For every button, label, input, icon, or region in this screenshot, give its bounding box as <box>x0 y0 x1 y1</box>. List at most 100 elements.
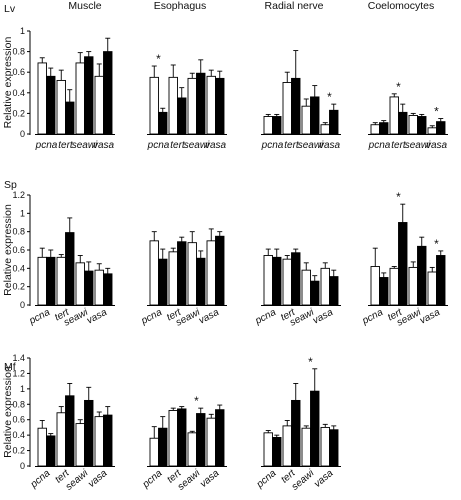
category-label: vasa <box>312 468 336 490</box>
bar-filled <box>158 427 168 467</box>
bar-open <box>427 127 437 135</box>
category-label: pcna <box>261 140 284 151</box>
category-label: seawi <box>72 140 98 151</box>
significance-star: * <box>396 190 401 204</box>
bar-filled <box>272 116 282 135</box>
category-label: pcna <box>28 468 53 491</box>
bar-open <box>282 82 292 135</box>
category-label: vasa <box>319 140 341 151</box>
category-label: pcna <box>139 307 165 328</box>
bar-open <box>282 258 292 306</box>
bar-filled <box>158 111 168 135</box>
category-label: pcna <box>253 307 279 328</box>
tissue-title-3: Coelomocytes <box>368 0 435 12</box>
y-tick-label-Lv: 0.2 <box>12 108 25 118</box>
category-label: seawi <box>184 140 210 151</box>
bar-open <box>168 410 178 467</box>
bar-open <box>168 76 178 135</box>
y-tick-label-Sp: 0.8 <box>12 227 25 237</box>
category-label: pcna <box>140 468 165 491</box>
category-label: vasa <box>197 307 221 327</box>
bar-open <box>56 412 66 467</box>
bar-filled <box>291 252 301 306</box>
bar-filled <box>310 280 320 306</box>
category-label: vasa <box>86 468 110 490</box>
bar-open <box>56 256 66 306</box>
bar-open <box>301 427 311 467</box>
bar-open <box>149 76 159 135</box>
bar-filled <box>103 273 113 306</box>
category-label: vasa <box>85 307 109 327</box>
bar-filled <box>215 409 225 467</box>
bar-filled <box>177 241 187 306</box>
bar-filled <box>84 399 94 467</box>
bar-open <box>370 266 380 306</box>
y-axis-title-Lv: Relative expression <box>2 37 14 129</box>
bar-filled <box>310 390 320 467</box>
bar-filled <box>436 255 446 306</box>
bar-open <box>320 267 330 306</box>
bar-filled <box>177 408 187 467</box>
y-tick-label-Lv: 0.6 <box>12 67 25 77</box>
bar-open <box>301 105 311 135</box>
tissue-title-1: Esophagus <box>154 0 207 12</box>
y-axis-title-Mf: Relative expression <box>2 366 14 458</box>
bar-open <box>75 62 85 135</box>
bar-filled <box>84 56 94 135</box>
y-tick-label-Sp: 0.6 <box>12 245 25 255</box>
y-tick-label-Sp: 0 <box>20 300 25 310</box>
bar-open <box>94 75 104 135</box>
bar-open <box>320 124 330 135</box>
bar-open <box>37 427 47 467</box>
bar-open <box>187 77 197 135</box>
bar-filled <box>46 435 56 467</box>
bar-filled <box>417 245 427 306</box>
bar-open <box>282 425 292 467</box>
bar-filled <box>379 122 389 135</box>
bar-open <box>206 417 216 467</box>
bar-open <box>301 269 311 306</box>
y-tick-label-Mf: 0.2 <box>12 446 25 456</box>
category-label: pcna <box>27 307 53 328</box>
category-label: pcna <box>368 140 391 151</box>
panel-label-Lv: Lv <box>4 3 16 15</box>
significance-star: * <box>434 105 439 119</box>
bar-open <box>187 432 197 467</box>
bar-filled <box>329 429 339 467</box>
category-label: pcna <box>147 140 170 151</box>
category-label: tert <box>284 140 300 151</box>
bar-filled <box>177 97 187 135</box>
bar-filled <box>84 270 94 306</box>
bar-open <box>389 267 399 306</box>
bar-filled <box>272 256 282 306</box>
y-tick-label-Mf: 0.8 <box>12 399 25 409</box>
bar-filled <box>272 437 282 467</box>
category-label: pcna <box>35 140 58 151</box>
y-tick-label-Sp: 0.4 <box>12 263 25 273</box>
bar-open <box>149 437 159 467</box>
category-label: vasa <box>426 140 448 151</box>
panel-label-Mf: Mf <box>4 361 16 373</box>
bar-filled <box>329 276 339 306</box>
y-tick-label-Lv: 1 <box>20 26 25 36</box>
bar-filled <box>46 75 56 135</box>
y-tick-label-Mf: 0.4 <box>12 430 25 440</box>
bar-open <box>263 255 273 306</box>
category-label: tert <box>391 140 407 151</box>
significance-star: * <box>434 237 439 251</box>
category-label: pcna <box>360 307 386 328</box>
y-tick-label-Lv: 0.4 <box>12 88 25 98</box>
y-tick-label-Sp: 0.2 <box>12 282 25 292</box>
category-label: vasa <box>198 468 222 490</box>
bar-filled <box>196 72 206 135</box>
bar-open <box>389 96 399 135</box>
category-label: tert <box>58 140 74 151</box>
y-tick-label-Mf: 0 <box>20 461 25 471</box>
category-label: pcna <box>254 468 279 491</box>
bar-open <box>94 416 104 467</box>
bar-filled <box>436 121 446 135</box>
bar-filled <box>103 414 113 467</box>
category-label: tert <box>170 140 186 151</box>
bar-open <box>206 75 216 135</box>
bar-open <box>263 432 273 467</box>
